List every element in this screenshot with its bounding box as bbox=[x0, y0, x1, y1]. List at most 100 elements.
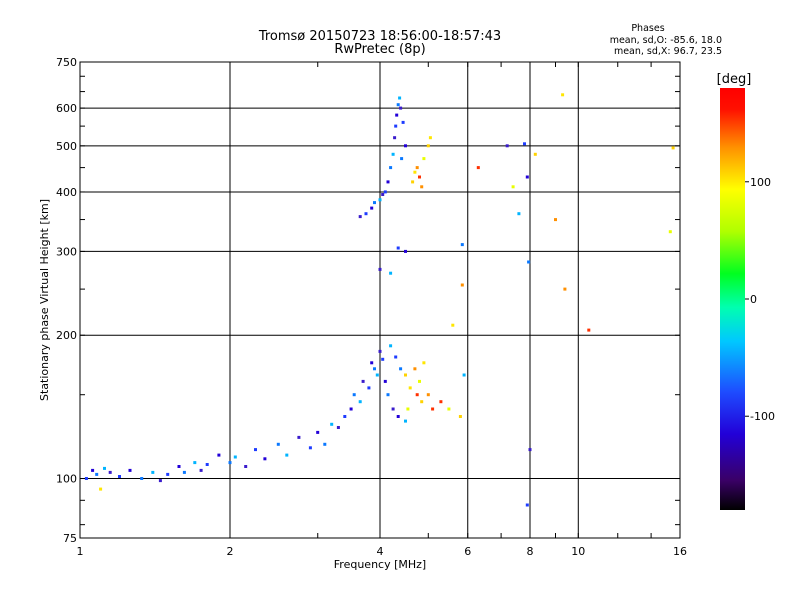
y-tick-label: 750 bbox=[56, 56, 77, 69]
x-mode-point bbox=[563, 287, 567, 291]
o-mode-point bbox=[528, 448, 532, 452]
x-mode-point bbox=[99, 487, 103, 491]
x-mode-point bbox=[439, 400, 443, 404]
x-mode-point bbox=[668, 230, 672, 234]
o-mode-point bbox=[349, 407, 353, 411]
y-ticks: 75 100 200 300 400 500 600 750 bbox=[56, 56, 680, 545]
x-mode-point bbox=[413, 170, 417, 174]
o-mode-point bbox=[386, 393, 390, 397]
o-mode-point bbox=[393, 136, 397, 140]
x-axis-label: Frequency [MHz] bbox=[334, 558, 426, 571]
o-mode-point bbox=[370, 361, 374, 365]
x-mode-point bbox=[415, 393, 419, 397]
o-mode-point bbox=[373, 201, 376, 205]
o-mode-point bbox=[394, 355, 398, 359]
x-mode-point bbox=[420, 400, 424, 404]
chart-title: Tromsø 20150723 18:56:00-18:57:43 bbox=[258, 29, 501, 44]
o-mode-point bbox=[308, 446, 312, 450]
o-mode-point bbox=[381, 357, 385, 361]
stats-line-x: mean, sd,X: 96.7, 23.5 bbox=[614, 46, 722, 57]
o-mode-point bbox=[358, 215, 362, 219]
x-mode-point bbox=[671, 146, 675, 150]
o-mode-point bbox=[276, 442, 280, 446]
o-mode-point bbox=[128, 468, 132, 472]
x-mode-point bbox=[511, 185, 515, 189]
data-points bbox=[84, 93, 675, 507]
stats-heading: Phases bbox=[631, 23, 664, 34]
o-mode-point bbox=[330, 422, 334, 426]
x-mode-point bbox=[418, 175, 421, 179]
o-mode-point bbox=[95, 472, 99, 476]
o-mode-point bbox=[323, 442, 327, 446]
o-mode-point bbox=[373, 367, 376, 371]
x-mode-point bbox=[426, 144, 430, 148]
x-mode-point bbox=[415, 166, 419, 170]
o-mode-point bbox=[166, 472, 170, 476]
o-mode-point bbox=[108, 470, 112, 474]
x-mode-point bbox=[476, 166, 480, 170]
o-mode-point bbox=[118, 475, 121, 478]
o-mode-point bbox=[140, 477, 144, 480]
o-mode-point bbox=[525, 175, 529, 179]
x-mode-point bbox=[406, 407, 410, 411]
o-mode-point bbox=[254, 448, 257, 452]
o-mode-point bbox=[400, 157, 404, 161]
o-mode-point bbox=[381, 193, 385, 196]
y-tick-label: 600 bbox=[56, 102, 77, 115]
o-mode-point bbox=[367, 386, 371, 390]
colorbar-ticks: 100 0 -100 bbox=[745, 176, 775, 423]
o-mode-point bbox=[396, 415, 400, 418]
grid bbox=[80, 62, 680, 538]
y-tick-label: 500 bbox=[56, 140, 77, 153]
colorbar-tick-label: -100 bbox=[750, 410, 775, 423]
x-mode-point bbox=[422, 361, 426, 365]
x-mode-point bbox=[404, 373, 407, 377]
y-tick-label: 400 bbox=[56, 186, 77, 199]
o-mode-point bbox=[398, 96, 402, 100]
y-tick-label: 100 bbox=[56, 473, 77, 486]
x-tick-label: 4 bbox=[377, 545, 384, 558]
x-mode-point bbox=[447, 407, 451, 411]
o-mode-point bbox=[352, 393, 356, 397]
x-tick-label: 2 bbox=[227, 545, 234, 558]
x-mode-point bbox=[460, 283, 464, 287]
o-mode-point bbox=[399, 106, 403, 110]
x-tick-label: 8 bbox=[527, 545, 534, 558]
o-mode-point bbox=[158, 479, 162, 483]
o-mode-point bbox=[399, 367, 403, 371]
o-mode-point bbox=[297, 435, 301, 439]
o-mode-point bbox=[391, 152, 395, 156]
x-mode-point bbox=[561, 93, 565, 97]
o-mode-point bbox=[91, 468, 95, 472]
o-mode-point bbox=[358, 400, 362, 404]
o-mode-point bbox=[525, 503, 529, 507]
o-mode-point bbox=[396, 246, 400, 250]
y-tick-label: 300 bbox=[56, 245, 77, 258]
o-mode-point bbox=[244, 465, 248, 468]
x-ticks: 1 2 4 6 8 10 16 bbox=[77, 62, 687, 558]
o-mode-point bbox=[285, 453, 289, 457]
o-mode-point bbox=[386, 180, 390, 184]
x-tick-label: 6 bbox=[464, 545, 471, 558]
o-mode-point bbox=[378, 349, 382, 353]
o-mode-point bbox=[395, 113, 399, 117]
o-mode-point bbox=[263, 457, 267, 461]
o-mode-point bbox=[103, 466, 106, 470]
x-mode-point bbox=[422, 157, 426, 161]
x-mode-point bbox=[554, 218, 557, 222]
o-mode-point bbox=[199, 468, 203, 472]
o-mode-point bbox=[517, 212, 521, 216]
o-mode-point bbox=[404, 419, 407, 423]
x-mode-point bbox=[420, 185, 424, 189]
o-mode-point bbox=[394, 124, 398, 128]
x-mode-point bbox=[431, 407, 435, 411]
o-mode-point bbox=[460, 243, 464, 247]
stats-line-o: mean, sd,O: -85.6, 18.0 bbox=[610, 35, 722, 46]
o-mode-point bbox=[378, 267, 382, 271]
o-mode-point bbox=[505, 144, 509, 148]
chart-subtitle: RwPretec (8p) bbox=[334, 42, 425, 57]
o-mode-point bbox=[151, 470, 155, 474]
colorbar-tick-label: 100 bbox=[750, 176, 771, 189]
o-mode-point bbox=[182, 470, 186, 474]
